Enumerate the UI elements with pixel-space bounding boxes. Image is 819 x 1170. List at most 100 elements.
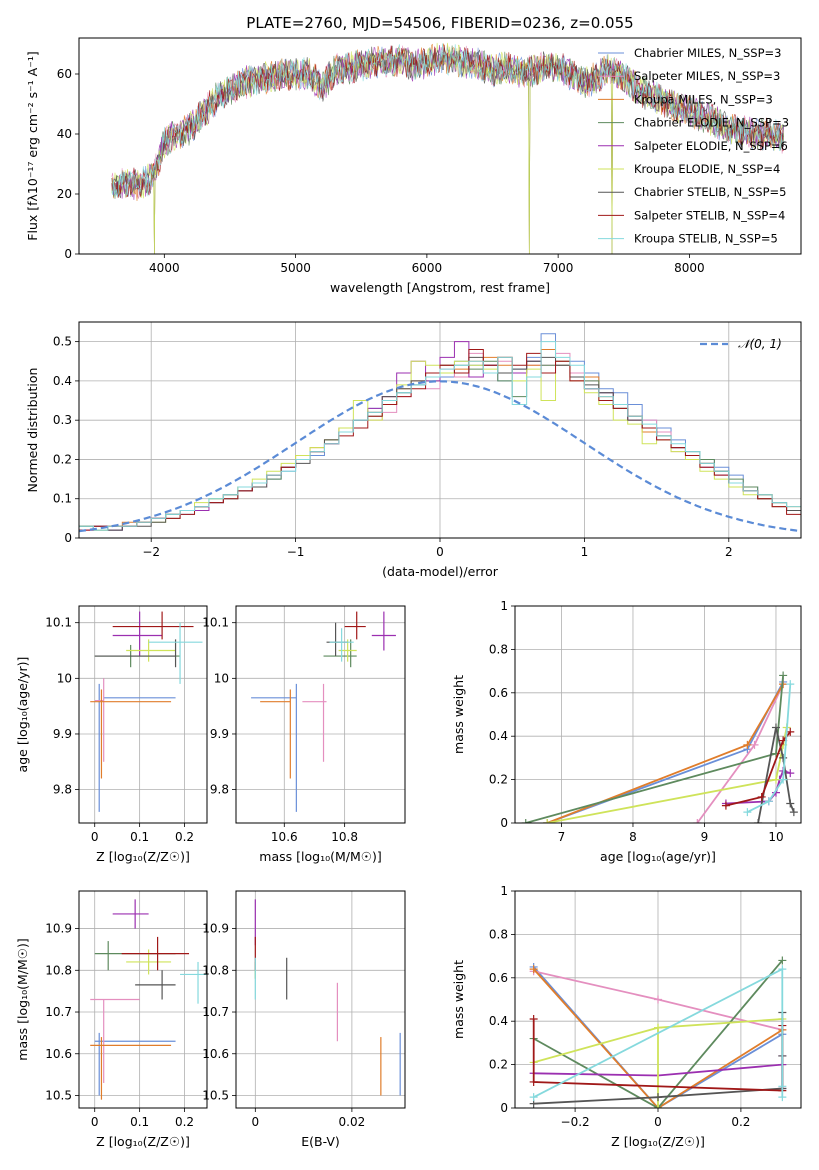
y-axis-label: mass [log₁₀(M/M☉)] <box>15 938 30 1060</box>
plot-area <box>254 899 401 1096</box>
weight-marker <box>743 808 752 817</box>
normal-curve <box>79 380 799 533</box>
x-tick-label: 0.1 <box>130 830 149 844</box>
y-tick-label: 0.2 <box>53 452 72 466</box>
y-tick-label: 0.2 <box>489 1058 508 1072</box>
x-tick-label: 0 <box>654 1115 662 1129</box>
axes-frame <box>514 890 802 1109</box>
axes-frame <box>514 605 802 824</box>
y-tick-label: 0.4 <box>53 374 72 388</box>
weight-marker <box>789 808 798 817</box>
x-tick-label: 0.2 <box>175 830 194 844</box>
chart-mass-age: 10.6 10.8 9.8 9.9 10 10.1 mass [log₁₀(M/M☉)] <box>202 605 406 864</box>
weight-marker <box>654 995 662 1004</box>
weight-series <box>533 959 783 1108</box>
x-tick-label: 0 <box>91 1115 99 1129</box>
legend-entry: Chabrier ELODIE, N_SSP=3 <box>634 116 789 130</box>
y-tick-label: 0.6 <box>489 686 508 700</box>
x-tick-label: 8000 <box>674 261 705 275</box>
y-tick-label: 40 <box>57 127 72 141</box>
x-tick-label: 0 <box>91 830 99 844</box>
weight-marker <box>778 956 787 965</box>
y-tick-label: 20 <box>57 187 72 201</box>
weight-marker <box>779 775 788 784</box>
y-tick-label: 0.5 <box>53 335 72 349</box>
weight-marker <box>721 801 730 810</box>
y-tick-label: 9.8 <box>53 783 72 797</box>
y-tick-label: 0.2 <box>489 773 508 787</box>
plot-area <box>90 611 203 812</box>
weight-marker <box>786 680 795 689</box>
y-axis-label: age [log₁₀(age/yr)] <box>15 657 30 773</box>
x-tick-label: 2 <box>725 545 733 559</box>
x-tick-label: 0.2 <box>731 1115 750 1129</box>
axes-frame <box>78 37 802 255</box>
x-tick-label: −2 <box>142 545 160 559</box>
y-tick-label: 0 <box>64 531 72 545</box>
x-axis-label: Z [log₁₀(Z/Z☉)] <box>611 1134 705 1149</box>
spectrum-line <box>111 44 784 198</box>
weight-marker <box>778 1093 787 1102</box>
y-tick-label: 10.5 <box>202 1088 229 1102</box>
axes-frame <box>78 890 208 1109</box>
y-tick-label: 10 <box>57 671 72 685</box>
x-tick-label: 10.8 <box>331 830 358 844</box>
y-tick-label: 0.4 <box>489 729 508 743</box>
axes-frame <box>235 890 406 1109</box>
y-tick-label: 0 <box>64 247 72 261</box>
x-tick-label: 7 <box>558 830 566 844</box>
x-tick-label: 0 <box>436 545 444 559</box>
y-tick-label: 0.8 <box>489 642 508 656</box>
chart-spectrum: 4000 5000 6000 7000 8000 0 20 40 60 wavelength [A… <box>25 37 802 295</box>
chart-Z-weight: −0.2 0 0.2 0 0.2 0.4 0.6 0.8 1 Z [log₁₀(Z/Z☉)] mas… <box>451 884 802 1149</box>
x-tick-label: 10 <box>768 830 783 844</box>
chart-Z-mass: 0 0.1 0.2 10.5 10.6 10.7 10.8 10.9 Z [log₁₀(Z/Z☉… <box>15 890 208 1149</box>
x-tick-label: 0 <box>251 1115 259 1129</box>
weight-marker <box>757 792 766 801</box>
weight-series <box>725 731 791 807</box>
x-tick-label: 6000 <box>412 261 443 275</box>
weight-marker <box>521 819 530 823</box>
axes-frame <box>78 605 208 824</box>
weight-marker <box>529 1015 538 1024</box>
x-axis-label: Z [log₁₀(Z/Z☉)] <box>96 849 190 864</box>
y-tick-label: 10.9 <box>45 922 72 936</box>
plot-area <box>79 333 801 538</box>
weight-marker <box>764 797 773 806</box>
weight-marker <box>543 819 552 823</box>
y-tick-label: 10 <box>214 671 229 685</box>
weight-marker <box>654 1104 662 1108</box>
legend-entry: Salpeter ELODIE, N_SSP=6 <box>634 139 788 153</box>
y-tick-label: 9.9 <box>53 727 72 741</box>
legend-entry: Chabrier STELIB, N_SSP=5 <box>634 185 786 199</box>
x-tick-label: −0.2 <box>561 1115 590 1129</box>
weight-marker <box>654 1093 662 1102</box>
figure-title: PLATE=2760, MJD=54506, FIBERID=0236, z=0… <box>246 14 633 32</box>
x-tick-label: 5000 <box>280 261 311 275</box>
y-tick-label: 0.1 <box>53 492 72 506</box>
x-axis-label: age [log₁₀(age/yr)] <box>600 849 716 864</box>
weight-series <box>533 968 783 1108</box>
y-tick-label: 60 <box>57 67 72 81</box>
plot-area <box>529 956 787 1108</box>
x-tick-label: 4000 <box>149 261 180 275</box>
y-tick-label: 10.8 <box>202 963 229 977</box>
weight-marker <box>786 769 795 778</box>
x-tick-label: 10.6 <box>271 830 298 844</box>
y-tick-label: 10.8 <box>45 963 72 977</box>
y-tick-label: 1 <box>500 599 508 613</box>
plot-area <box>521 671 798 823</box>
y-tick-label: 10.7 <box>202 1005 229 1019</box>
chart-EBV-mass: 0 0.02 10.5 10.6 10.7 10.8 10.9 E(B-V) <box>202 890 406 1149</box>
y-tick-label: 10.6 <box>202 1047 229 1061</box>
axes-frame <box>235 605 406 824</box>
y-tick-label: 10.5 <box>45 1088 72 1102</box>
weight-marker <box>786 727 795 736</box>
y-tick-label: 10.6 <box>45 1047 72 1061</box>
x-axis-label: E(B-V) <box>301 1134 340 1149</box>
x-axis-label: wavelength [Angstrom, rest frame] <box>330 280 550 295</box>
weight-marker <box>693 819 702 823</box>
x-axis-label: mass [log₁₀(M/M☉)] <box>259 849 381 864</box>
weight-marker <box>778 1082 787 1091</box>
